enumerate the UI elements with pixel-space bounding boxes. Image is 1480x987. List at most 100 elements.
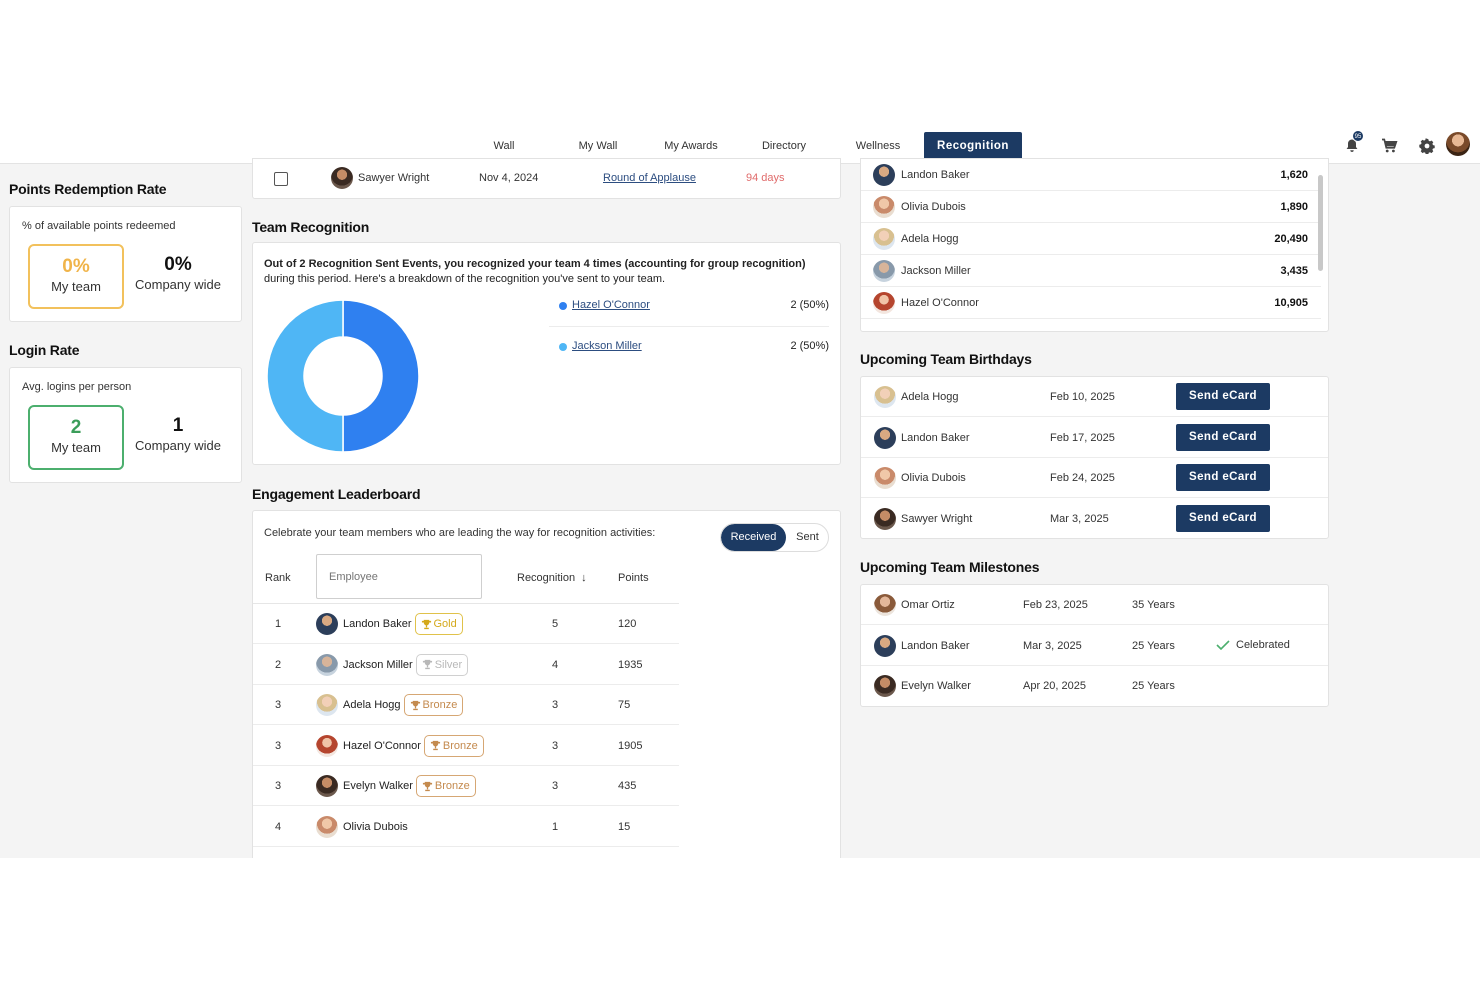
employee-name: Hazel O'Connor — [343, 739, 421, 752]
company-login-value: 1 — [172, 415, 184, 436]
employee-cell: Jackson Miller Silver — [316, 653, 469, 676]
points-value: 1905 — [618, 739, 643, 752]
send-ecard-button[interactable]: Send eCard — [1176, 464, 1270, 491]
birthday-date: Feb 24, 2025 — [1050, 472, 1115, 484]
avatar — [316, 653, 338, 676]
award-badge-label: Bronze — [442, 739, 478, 752]
employee-name: Olivia Dubois — [343, 820, 408, 833]
scrollbar-thumb[interactable] — [1318, 175, 1323, 271]
toggle-sent[interactable]: Sent — [796, 531, 819, 543]
table-row: 3 Adela Hogg Bronze 3 75 — [253, 685, 679, 725]
days-since-badge: 94 days — [746, 172, 785, 184]
tab-wall[interactable]: Wall — [493, 140, 515, 152]
member-name: Adela Hogg — [901, 233, 959, 245]
send-ecard-button[interactable]: Send eCard — [1176, 423, 1270, 451]
notifications-button[interactable]: 95 — [1342, 130, 1364, 156]
list-item: Evelyn Walker Apr 20, 2025 25 Years — [861, 666, 1328, 706]
trophy-icon — [422, 781, 432, 791]
avatar — [874, 507, 896, 530]
trophy-icon — [421, 619, 431, 629]
avatar — [874, 426, 896, 449]
birthday-date: Feb 17, 2025 — [1050, 431, 1115, 444]
settings-button[interactable] — [1417, 136, 1437, 156]
recognition-history-row: Sawyer Wright Nov 4, 2024 Round of Appla… — [252, 158, 841, 199]
list-item: Olivia Dubois Feb 24, 2025 Send eCard — [861, 458, 1328, 498]
list-item: Landon Baker 1,620 — [861, 159, 1321, 191]
summary-text: during this period. Here's a breakdown o… — [264, 273, 666, 285]
avatar — [874, 386, 896, 408]
row-checkbox[interactable] — [274, 172, 288, 186]
list-item: Adela Hogg 20,490 — [861, 223, 1321, 255]
tab-directory[interactable]: Directory — [761, 140, 806, 152]
donut-slice[interactable] — [342, 299, 420, 453]
rank-cell: 3 — [275, 739, 282, 752]
donut-slice[interactable] — [266, 299, 344, 453]
tab-my-wall[interactable]: My Wall — [578, 140, 618, 152]
rank-cell: 1 — [275, 618, 282, 630]
milestones-card: Omar Ortiz Feb 23, 2025 35 Years Landon Bak… — [860, 584, 1329, 707]
avatar — [873, 164, 895, 186]
member-name: Adela Hogg — [901, 391, 959, 403]
login-rate-subtitle: Avg. logins per person — [22, 381, 132, 393]
received-sent-toggle: Received Sent — [720, 523, 829, 552]
column-points: Points — [618, 572, 649, 584]
award-badge-label: Gold — [433, 618, 457, 630]
tab-wellness[interactable]: Wellness — [855, 140, 901, 152]
breakdown-name-link[interactable]: Hazel O'Connor — [572, 299, 650, 311]
points-value: 120 — [618, 618, 637, 630]
tab-my-awards[interactable]: My Awards — [664, 140, 718, 152]
cart-button[interactable] — [1379, 136, 1399, 156]
avatar — [874, 594, 896, 616]
arrow-down-icon: ↓ — [581, 572, 587, 584]
rank-cell: 2 — [275, 658, 282, 671]
my-team-redemption-box: 0% My team — [28, 244, 124, 309]
notification-count-badge: 95 — [1352, 130, 1364, 142]
award-badge-label: Bronze — [434, 780, 470, 792]
column-recognition-sort[interactable]: Recognition ↓ — [517, 572, 587, 584]
recognition-date: Nov 4, 2024 — [479, 172, 539, 184]
rank-cell: 3 — [275, 780, 282, 792]
recognition-count: 3 — [552, 699, 559, 711]
award-link[interactable]: Round of Applause — [603, 172, 696, 184]
milestone-date: Mar 3, 2025 — [1023, 639, 1082, 652]
milestone-years: 35 Years — [1132, 599, 1175, 611]
avatar — [316, 694, 338, 716]
check-icon — [1216, 639, 1230, 650]
employee-filter-input[interactable] — [316, 554, 482, 599]
gear-icon — [1419, 138, 1435, 154]
recognition-count: 3 — [552, 739, 559, 752]
legend-dot — [559, 343, 567, 351]
divider — [253, 603, 679, 604]
birthday-date: Mar 3, 2025 — [1050, 512, 1109, 525]
list-item: Jackson Miller 3,435 — [861, 255, 1321, 287]
points-redemption-subtitle: % of available points redeemed — [22, 220, 176, 232]
points-list-card: Landon Baker 1,620 Olivia Dubois 1,890 Adela… — [860, 158, 1329, 332]
points-redemption-title: Points Redemption Rate — [9, 181, 167, 197]
employee-name: Evelyn Walker — [343, 780, 413, 792]
milestones-title: Upcoming Team Milestones — [860, 559, 1040, 575]
send-ecard-button[interactable]: Send eCard — [1176, 504, 1270, 532]
table-row: 1 Landon Baker Gold 5 120 — [253, 604, 679, 644]
tab-recognition[interactable]: Recognition — [924, 132, 1022, 160]
points-value: 1935 — [618, 658, 643, 671]
send-ecard-button[interactable]: Send eCard — [1176, 383, 1270, 410]
company-login-label: Company wide — [135, 438, 221, 453]
breakdown-row: Jackson Miller 2 (50%) — [549, 335, 829, 368]
milestone-years: 25 Years — [1132, 639, 1175, 652]
company-redemption-value: 0% — [164, 254, 192, 275]
award-badge-label: Silver — [434, 658, 463, 671]
member-name: Landon Baker — [901, 431, 970, 444]
trophy-icon — [410, 700, 420, 710]
user-avatar[interactable] — [1446, 132, 1470, 156]
avatar — [874, 675, 896, 697]
legend-dot — [559, 302, 567, 310]
recognition-donut-chart — [266, 299, 420, 453]
milestone-date: Feb 23, 2025 — [1023, 599, 1088, 611]
list-item: Olivia Dubois 1,890 — [861, 191, 1321, 223]
recognition-count: 5 — [552, 618, 559, 630]
avatar — [316, 734, 338, 757]
avatar — [873, 292, 895, 314]
toggle-received[interactable]: Received — [721, 524, 786, 551]
list-item: Adela Hogg Feb 10, 2025 Send eCard — [861, 377, 1328, 417]
breakdown-name-link[interactable]: Jackson Miller — [572, 340, 642, 352]
